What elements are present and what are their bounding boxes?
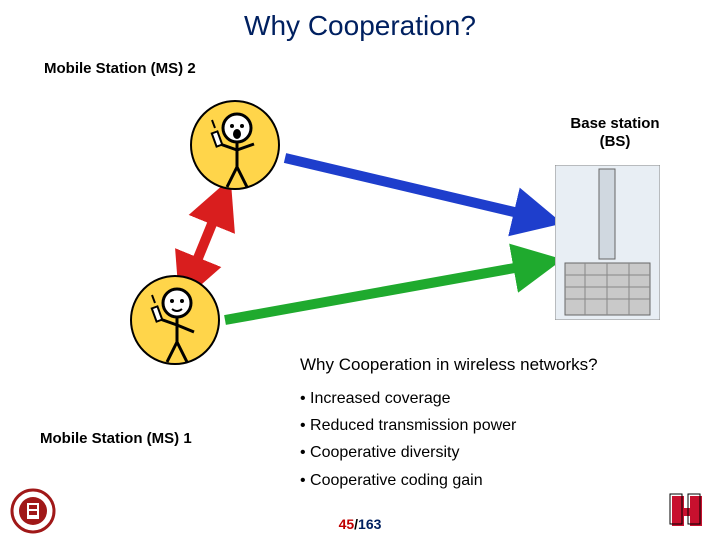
arrow-ms1-ms2 [185,192,225,290]
bullet-item: Reduced transmission power [300,412,516,439]
bullet-item: Cooperative coding gain [300,467,516,494]
label-bs: Base station (BS) [555,115,675,151]
label-ms1: Mobile Station (MS) 1 [40,430,192,447]
ms2-figure-icon [192,102,282,192]
base-station-node [555,165,660,320]
subheading: Why Cooperation in wireless networks? [300,355,598,375]
bullet-item: Cooperative diversity [300,439,516,466]
label-ms2: Mobile Station (MS) 2 [44,60,196,77]
ms1-figure-icon [132,277,222,367]
arrow-ms2-bs [285,158,548,220]
arrow-ms1-bs [225,262,548,320]
base-station-icon [555,165,660,320]
ms1-node [130,275,220,365]
page-current: 45 [339,516,355,532]
slide: Why Cooperation? Mobile Station (MS) 2 B… [0,0,720,540]
page-number: 45/163 [0,516,720,532]
university-logo-right-icon [664,488,710,534]
slide-title: Why Cooperation? [0,10,720,42]
page-total: 163 [358,516,381,532]
university-logo-left-icon [10,488,56,534]
ms2-node [190,100,280,190]
bullet-list: Increased coverage Reduced transmission … [300,385,516,494]
bullet-item: Increased coverage [300,385,516,412]
